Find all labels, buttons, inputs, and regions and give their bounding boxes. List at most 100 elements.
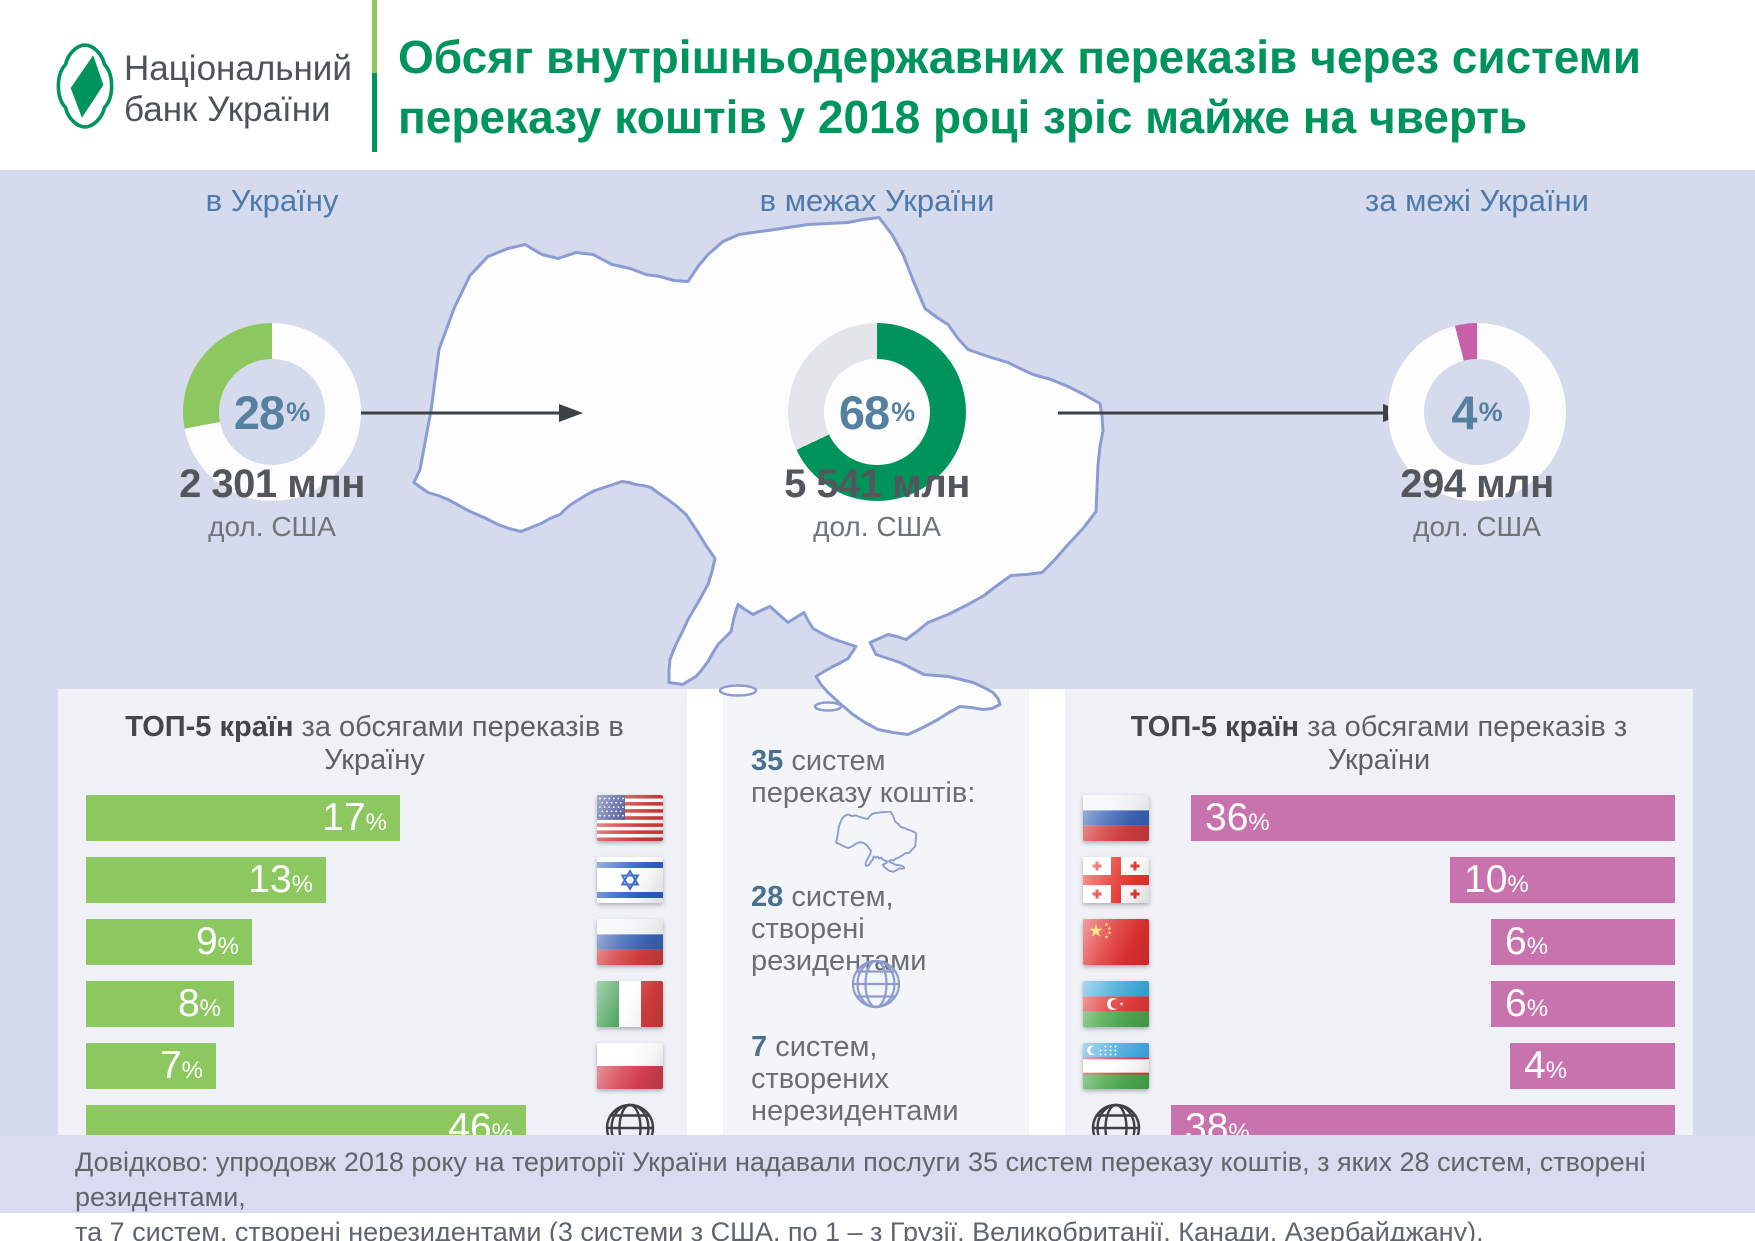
bar-row-israel: 13%	[86, 857, 663, 903]
bar-russia: 9%	[86, 919, 252, 965]
amount-value: 2 301 млн	[179, 462, 365, 506]
bar-rows: 36% 10%	[1083, 795, 1675, 1153]
flag-poland-icon	[597, 1043, 663, 1089]
bar-value: 13	[248, 858, 292, 901]
amount-value: 5 541 млн	[784, 462, 970, 506]
percent-sign: %	[1526, 933, 1549, 960]
percent-sign: %	[1526, 995, 1549, 1022]
bar-row-georgia: 10%	[1083, 857, 1675, 903]
bar-russia-out: 36%	[1191, 795, 1675, 841]
bar-azerbaijan: 6%	[1491, 981, 1675, 1027]
flag-china-icon	[1083, 919, 1149, 965]
donut-within-ukraine-percent: 68	[838, 385, 890, 439]
ukraine-map	[412, 216, 1105, 736]
amount-unit: дол. США	[1413, 511, 1541, 542]
flag-georgia-icon	[1083, 857, 1149, 903]
bar-georgia: 10%	[1450, 857, 1675, 903]
donut-into-ukraine: 28%	[183, 323, 361, 501]
footnote-line2: та 7 систем, створені нерезидентами (3 с…	[75, 1217, 1484, 1241]
bar-row-azerbaijan: 6%	[1083, 981, 1675, 1027]
donut-out-of-ukraine-center: 4%	[1424, 359, 1530, 465]
donut-out-of-ukraine: 4%	[1388, 323, 1566, 501]
percent-sign: %	[1248, 809, 1270, 836]
donut-into-ukraine-center: 28%	[219, 359, 325, 465]
percent-sign: %	[1478, 396, 1503, 427]
panel-systems: 35 систем переказу коштів: 28 систем, ст…	[723, 689, 1029, 1135]
bar-row-russia: 9%	[86, 919, 663, 965]
systems-total: 35 систем переказу коштів:	[751, 745, 1005, 809]
panel-title-rest: за обсягами переказів в Україну	[293, 711, 624, 776]
globe-blue-icon	[851, 959, 901, 1009]
footnote-line1: Довідково: упродовж 2018 року на територ…	[75, 1147, 1646, 1212]
donut-within-ukraine: 68%	[788, 323, 966, 501]
bar-value: 7	[159, 1044, 182, 1087]
flag-italy-icon	[597, 981, 663, 1027]
percent-sign: %	[1507, 871, 1529, 898]
bar-row-italy: 8%	[86, 981, 663, 1027]
bar-rows: 17% 13%	[86, 795, 663, 1153]
bar-row-usa: 17%	[86, 795, 663, 841]
ukraine-outline-icon	[835, 811, 917, 873]
bank-name-line1: Національний	[124, 49, 352, 88]
percent-sign: %	[365, 809, 387, 836]
bar-uzbekistan: 4%	[1510, 1043, 1675, 1089]
amount-into-ukraine: 2 301 млн дол. США	[72, 462, 472, 543]
bar-row-china: 6%	[1083, 919, 1675, 965]
bar-value: 36	[1205, 796, 1249, 839]
amount-unit: дол. США	[208, 511, 336, 542]
panel-title-bold: ТОП-5 країн	[125, 711, 294, 743]
bar-row-poland: 7%	[86, 1043, 663, 1089]
amount-out-of-ukraine: 294 млн дол. США	[1277, 462, 1677, 543]
header-divider	[372, 0, 377, 152]
systems-nonresidents-number: 7	[751, 1031, 768, 1063]
panel-title-rest: за обсягами переказів з України	[1299, 711, 1628, 776]
header: Національний банк України Обсяг внутрішн…	[0, 0, 1755, 170]
bar-israel: 13%	[86, 857, 326, 903]
panel-title: ТОП-5 країн за обсягами переказів з Укра…	[1083, 711, 1675, 777]
bar-value: 17	[322, 796, 366, 839]
amount-unit: дол. США	[813, 511, 941, 542]
flow-label-out-of-ukraine: за межі України	[1365, 183, 1589, 218]
flag-usa-icon	[597, 795, 663, 841]
flag-russia-icon	[597, 919, 663, 965]
bar-usa: 17%	[86, 795, 400, 841]
flag-israel-icon	[597, 857, 663, 903]
panel-top5-out-of-ukraine: ТОП-5 країн за обсягами переказів з Укра…	[1065, 689, 1693, 1153]
footer-band: Довідково: упродовж 2018 року на територ…	[0, 1135, 1755, 1241]
bar-row-russia-out: 36%	[1083, 795, 1675, 841]
page-title-line1: Обсяг внутрішньодержавних переказів чере…	[398, 31, 1641, 83]
percent-sign: %	[286, 396, 311, 427]
bottom-strip: ТОП-5 країн за обсягами переказів в Укра…	[58, 689, 1693, 1153]
bar-poland: 7%	[86, 1043, 216, 1089]
systems-residents-text: систем, створені резидентами	[751, 881, 927, 977]
systems-total-text: систем переказу коштів:	[751, 745, 976, 809]
panel-top5-into-ukraine: ТОП-5 країн за обсягами переказів в Укра…	[58, 689, 687, 1153]
bar-value: 6	[1505, 982, 1527, 1025]
systems-nonresidents-text: систем, створених нерезидентами	[751, 1031, 959, 1127]
panel-title-bold: ТОП-5 країн	[1130, 711, 1300, 743]
bar-italy: 8%	[86, 981, 234, 1027]
amount-value: 294 млн	[1400, 462, 1554, 506]
flow-label-within-ukraine: в межах України	[759, 183, 995, 218]
percent-sign: %	[291, 871, 313, 898]
percent-sign: %	[891, 396, 916, 427]
panel-title: ТОП-5 країн за обсягами переказів в Укра…	[86, 711, 663, 777]
bar-value: 4	[1524, 1044, 1546, 1087]
percent-sign: %	[1545, 1057, 1568, 1084]
donut-within-ukraine-center: 68%	[824, 359, 930, 465]
amount-within-ukraine: 5 541 млн дол. США	[677, 462, 1077, 543]
systems-total-number: 35	[751, 745, 784, 777]
bar-row-uzbekistan: 4%	[1083, 1043, 1675, 1089]
bar-value: 8	[177, 982, 200, 1025]
page-title-line2: переказу коштів у 2018 році зріс майже н…	[398, 91, 1528, 143]
percent-sign: %	[181, 1057, 203, 1084]
systems-residents-number: 28	[751, 881, 784, 913]
bar-value: 6	[1505, 920, 1527, 963]
donut-into-ukraine-percent: 28	[233, 385, 285, 439]
bank-name: Національний банк України	[124, 48, 352, 130]
footnote: Довідково: упродовж 2018 року на територ…	[75, 1145, 1755, 1241]
page-title: Обсяг внутрішньодержавних переказів чере…	[398, 27, 1641, 147]
systems-nonresidents: 7 систем, створених нерезидентами	[751, 1031, 1005, 1127]
donut-out-of-ukraine-percent: 4	[1451, 385, 1477, 439]
